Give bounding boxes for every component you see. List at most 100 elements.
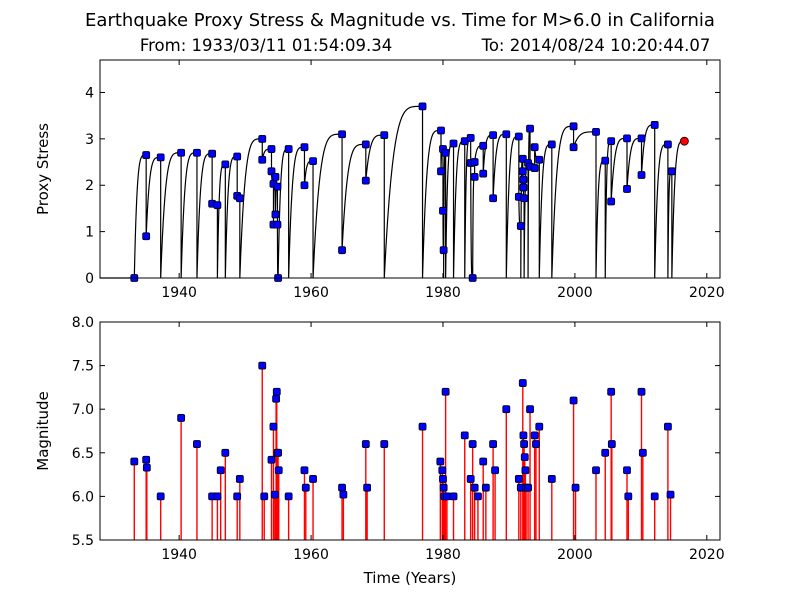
event-marker-before xyxy=(569,122,578,131)
magnitude-marker xyxy=(460,431,469,440)
magnitude-marker xyxy=(468,440,477,448)
event-marker-after xyxy=(437,167,445,176)
event-marker-before xyxy=(667,167,676,176)
event-marker-after xyxy=(530,143,539,152)
magnitude-marker xyxy=(520,453,529,462)
bottom-y-tick-label: 6.0 xyxy=(72,489,94,505)
event-marker-after xyxy=(470,158,479,166)
event-marker-before xyxy=(470,172,479,181)
magnitude-marker xyxy=(339,490,348,499)
event-marker-before xyxy=(437,126,445,135)
magnitude-marker xyxy=(436,457,445,466)
event-marker-before xyxy=(526,124,534,133)
top-y-tick-label: 3 xyxy=(85,132,94,148)
magnitude-marker xyxy=(177,414,186,422)
event-marker-before xyxy=(156,153,165,162)
magnitude-marker xyxy=(547,475,556,483)
magnitude-marker xyxy=(258,361,267,370)
event-marker-before xyxy=(663,140,672,149)
magnitude-marker xyxy=(624,492,633,501)
event-marker-before xyxy=(441,148,450,157)
magnitude-marker xyxy=(193,440,201,448)
magnitude-marker xyxy=(666,490,675,499)
event-marker-before xyxy=(502,130,511,139)
magnitude-marker xyxy=(439,483,448,492)
magnitude-marker xyxy=(601,448,610,457)
event-marker-before xyxy=(235,194,244,203)
event-marker-before xyxy=(271,172,280,181)
magnitude-marker xyxy=(441,387,450,396)
bottom-x-axis-label: Time (Years) xyxy=(363,569,457,587)
event-marker-before xyxy=(284,145,293,153)
magnitude-marker xyxy=(361,440,370,448)
chart-subtitle-from: From: 1933/03/11 01:54:09.34 xyxy=(140,36,392,55)
magnitude-marker xyxy=(438,466,447,475)
event-marker-before xyxy=(361,140,370,149)
magnitude-marker xyxy=(607,440,616,448)
magnitude-marker xyxy=(363,483,372,492)
top-x-tick-label: 2000 xyxy=(557,285,593,301)
magnitude-marker xyxy=(274,448,282,457)
magnitude-marker xyxy=(235,475,244,483)
chart-subtitle-to: To: 2014/08/24 10:20:44.07 xyxy=(481,36,711,55)
top-x-tick-label: 1960 xyxy=(293,285,329,301)
magnitude-marker xyxy=(532,440,540,448)
bottom-x-tick-label: 1980 xyxy=(425,547,461,563)
event-marker-before xyxy=(547,140,556,149)
event-marker-after xyxy=(637,171,646,179)
event-marker-before xyxy=(516,222,525,230)
magnitude-marker xyxy=(269,422,278,431)
magnitude-marker xyxy=(470,483,479,492)
bottom-x-tick-label: 1940 xyxy=(161,547,197,563)
event-marker-after xyxy=(273,220,282,229)
top-x-tick-label: 1940 xyxy=(161,285,197,301)
magnitude-marker xyxy=(571,483,580,492)
event-marker-before xyxy=(479,141,488,150)
current-stress-marker xyxy=(679,136,689,146)
magnitude-marker xyxy=(130,457,139,466)
magnitude-marker xyxy=(514,475,523,483)
bottom-x-tick-label: 2020 xyxy=(689,547,725,563)
magnitude-marker xyxy=(216,466,225,475)
magnitude-marker xyxy=(156,492,165,501)
event-marker-after xyxy=(479,169,488,178)
event-marker-after xyxy=(271,210,280,219)
magnitude-marker xyxy=(489,440,498,448)
magnitude-marker xyxy=(650,492,659,501)
event-marker-after xyxy=(607,197,616,206)
event-marker-before xyxy=(273,182,282,191)
event-marker-before xyxy=(208,149,217,158)
magnitude-marker xyxy=(449,492,458,501)
event-marker-before xyxy=(520,194,529,203)
event-marker-before xyxy=(418,102,427,111)
event-marker-before xyxy=(258,134,267,143)
magnitude-marker xyxy=(518,379,527,387)
event-marker-after xyxy=(300,181,309,190)
bottom-x-tick-label: 2000 xyxy=(557,547,593,563)
event-marker-before xyxy=(592,127,600,136)
event-marker-before xyxy=(530,164,539,172)
magnitude-marker xyxy=(623,466,631,475)
magnitude-marker xyxy=(221,448,230,457)
event-marker-before xyxy=(221,160,230,169)
event-marker-before xyxy=(177,148,186,157)
magnitude-marker xyxy=(520,440,529,448)
top-y-tick-label: 4 xyxy=(85,85,94,101)
event-marker-before xyxy=(650,121,659,129)
event-marker-before xyxy=(449,139,458,148)
magnitude-marker xyxy=(530,431,539,440)
magnitude-marker xyxy=(301,483,310,492)
event-marker-before xyxy=(601,156,610,165)
event-marker-after xyxy=(439,206,447,215)
magnitude-marker xyxy=(380,440,389,448)
bottom-y-tick-label: 5.5 xyxy=(72,533,94,549)
bottom-y-axis-label: Magnitude xyxy=(34,391,52,470)
magnitude-marker xyxy=(569,396,578,405)
magnitude-marker xyxy=(521,466,530,475)
magnitude-marker xyxy=(142,455,151,464)
magnitude-marker xyxy=(466,475,475,483)
event-marker-after xyxy=(623,185,631,193)
event-marker-before xyxy=(514,132,523,141)
magnitude-marker xyxy=(267,455,276,464)
